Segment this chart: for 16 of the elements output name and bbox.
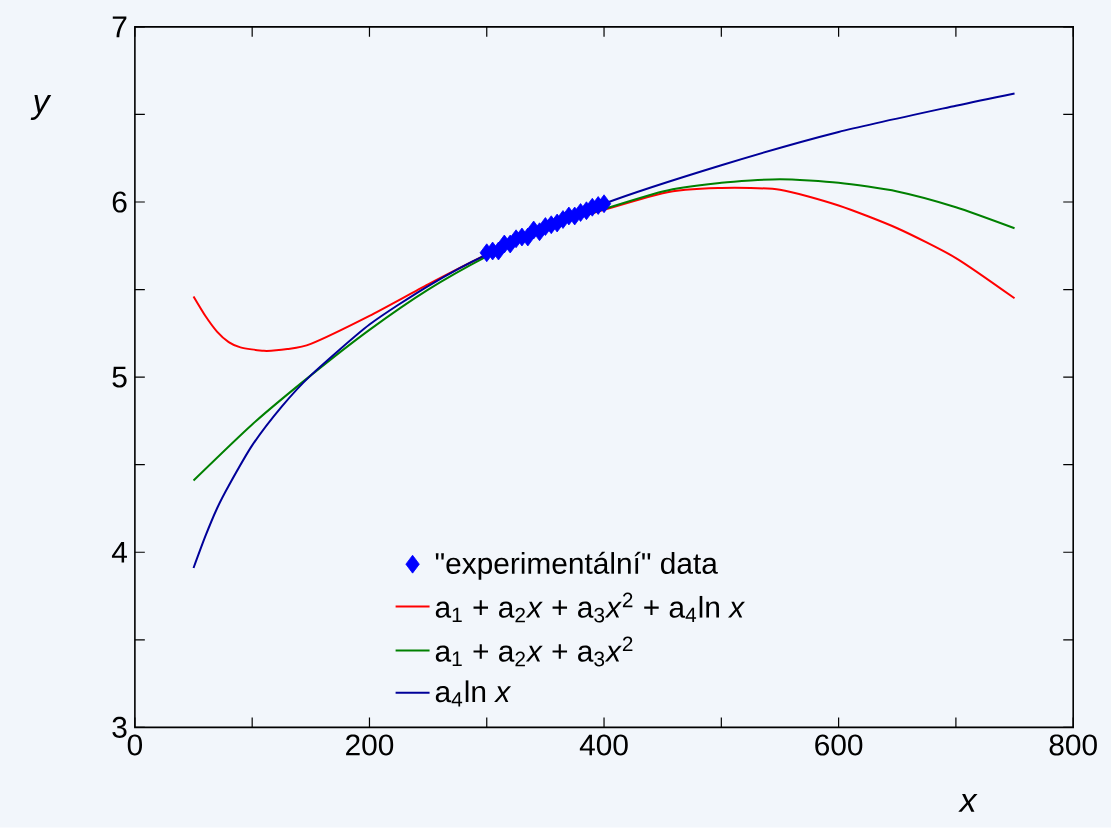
x-axis-title: x (958, 793, 978, 812)
y-tick-label: 3 (112, 716, 127, 738)
x-tick-label: 0 (127, 734, 143, 756)
x-tick-label: 200 (346, 734, 394, 756)
text: a$_{1}$ + a$_{2}$x + a$_{3}$x$^{2}$ + a$_{4}$ln x (435, 592, 746, 623)
y-axis-title: y (30, 95, 52, 120)
y-tick-label: 7 (112, 16, 127, 38)
legend-label: a$_{4}$ln x (435, 680, 512, 707)
x-tick-label: 600 (815, 734, 863, 756)
text: a$_{1}$ + a$_{2}$x + a$_{3}$x$^{2}$ (435, 636, 633, 667)
y-tick-label: 4 (111, 542, 127, 563)
y-tick-label: 6 (112, 191, 127, 213)
y-tick-label: 5 (112, 366, 127, 388)
x-tick-label: 800 (1049, 734, 1097, 756)
legend-label: "experimentální" data (435, 551, 718, 580)
x-tick-label: 400 (579, 734, 628, 756)
